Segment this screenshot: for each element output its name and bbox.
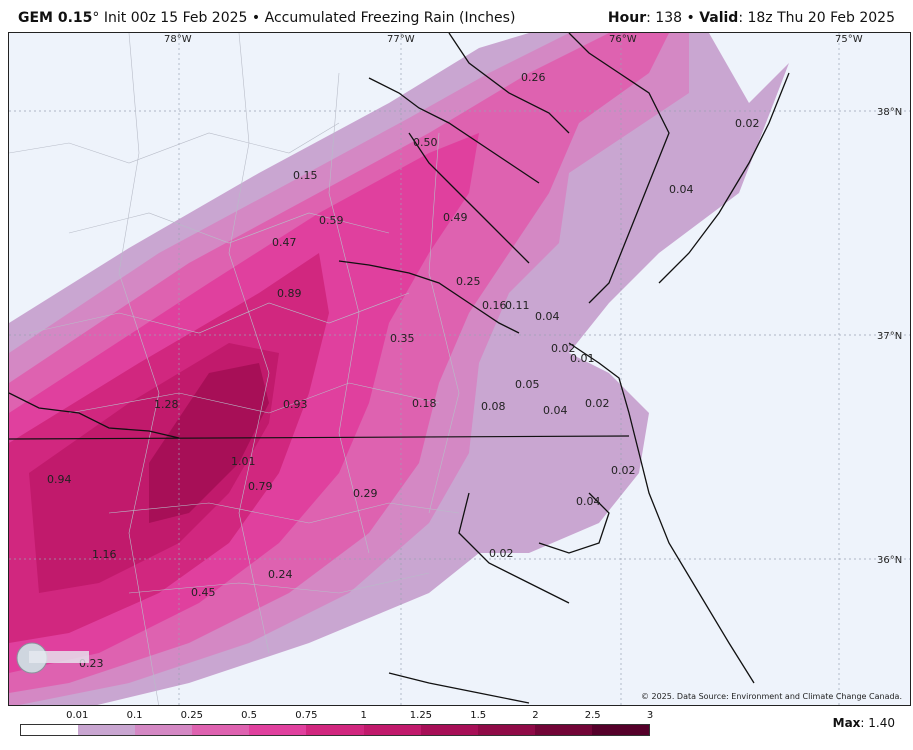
colorbar-segment: [534, 725, 592, 735]
lon-label: 77°W: [387, 34, 415, 45]
value-label: 0.45: [191, 586, 216, 599]
weatherbell-logo: [15, 641, 93, 675]
value-label: 0.01: [570, 352, 595, 365]
valid-label: Valid: [699, 10, 739, 26]
valid-value: : 18z Thu 20 Feb 2025: [738, 10, 895, 26]
max-value: Max: 1.40: [833, 716, 895, 730]
value-label: 0.08: [481, 400, 506, 413]
value-label: 0.24: [268, 568, 293, 581]
colorbar-segment: [135, 725, 193, 735]
value-label: 0.11: [505, 299, 530, 312]
value-label: 0.49: [443, 211, 468, 224]
colorbar-legend: 0.01 0.1 0.25 0.5 0.75 1 1.25 1.5 2 2.5 3: [20, 710, 670, 740]
value-label: 0.94: [47, 473, 72, 486]
value-label: 0.79: [248, 480, 273, 493]
hour-value: : 138: [646, 10, 683, 26]
lat-label: 37°N: [877, 331, 902, 342]
data-credit: © 2025. Data Source: Environment and Cli…: [640, 692, 902, 701]
colorbar-tick-label: 1.25: [409, 710, 433, 721]
colorbar-segment: [249, 725, 307, 735]
map-panel: 78°W 77°W 76°W 75°W 38°N 37°N 36°N 0.26 …: [8, 32, 911, 706]
value-label: 0.89: [277, 287, 302, 300]
colorbar-tick-label: 1.5: [470, 710, 487, 721]
value-label: 0.04: [535, 310, 560, 323]
value-label: 0.25: [456, 275, 481, 288]
model-name: GEM 0.15: [18, 10, 93, 26]
max-number: : 1.40: [860, 716, 895, 730]
colorbar: [20, 724, 650, 736]
colorbar-tick-label: 0.5: [241, 710, 258, 721]
value-label: 0.50: [413, 136, 438, 149]
colorbar-segment: [21, 725, 79, 735]
value-label: 0.29: [353, 487, 378, 500]
colorbar-segment: [363, 725, 421, 735]
state-border: [9, 435, 630, 440]
value-label: 0.02: [611, 464, 636, 477]
lat-label: 36°N: [877, 555, 902, 566]
colorbar-tick-label: 3: [646, 710, 654, 721]
colorbar-segment: [591, 725, 650, 735]
value-label: 0.02: [489, 547, 514, 560]
value-label: 1.01: [231, 455, 256, 468]
colorbar-tick-label: 2: [532, 710, 539, 721]
graticule: [9, 33, 910, 705]
title: GEM 0.15° Init 00z 15 Feb 2025 • Accumul…: [18, 10, 515, 26]
value-label: 0.26: [521, 71, 546, 84]
value-label: 0.04: [669, 183, 694, 196]
map-canvas: 78°W 77°W 76°W 75°W 38°N 37°N 36°N 0.26 …: [9, 33, 910, 705]
value-label: 0.18: [412, 397, 437, 410]
header: GEM 0.15° Init 00z 15 Feb 2025 • Accumul…: [0, 0, 913, 32]
value-labels: 0.26 0.50 0.02 0.04 0.15 0.59 0.49 0.47 …: [47, 71, 760, 670]
colorbar-tick-label: 0.75: [295, 710, 318, 721]
colorbar-tick-label: 0.25: [180, 710, 203, 721]
colorbar-tick-label: 0.01: [66, 710, 89, 721]
value-label: 0.59: [319, 214, 344, 227]
value-label: 0.15: [293, 169, 318, 182]
colorbar-segment: [477, 725, 535, 735]
value-label: 0.35: [390, 332, 415, 345]
lon-label: 75°W: [835, 34, 863, 45]
value-label: 0.16: [482, 299, 507, 312]
value-label: 0.04: [576, 495, 601, 508]
colorbar-tick-label: 0.1: [126, 710, 143, 721]
colorbar-segment: [306, 725, 364, 735]
colorbar-tick-label: 1: [360, 710, 367, 721]
degree-symbol: °: [92, 10, 100, 26]
value-label: 0.47: [272, 236, 297, 249]
lon-label: 78°W: [164, 34, 192, 45]
value-label: 1.16: [92, 548, 117, 561]
valid-info: Hour: 138 • Valid: 18z Thu 20 Feb 2025: [608, 10, 895, 26]
value-label: 0.04: [543, 404, 568, 417]
max-label: Max: [832, 716, 861, 730]
value-label: 0.02: [551, 342, 576, 355]
value-label: 0.02: [585, 397, 610, 410]
value-label: 0.05: [515, 378, 540, 391]
colorbar-segment: [420, 725, 478, 735]
value-label: 0.93: [283, 398, 308, 411]
value-label: 1.28: [154, 398, 179, 411]
hour-label: Hour: [607, 10, 647, 26]
logo-icon: [16, 642, 89, 674]
init-time: Init 00z 15 Feb 2025: [103, 10, 248, 26]
bullet: •: [686, 10, 695, 26]
value-label: 0.02: [735, 117, 760, 130]
colorbar-segment: [192, 725, 250, 735]
lat-label: 38°N: [877, 107, 902, 118]
coastlines: [9, 33, 790, 704]
bullet: •: [251, 10, 261, 26]
product-name: Accumulated Freezing Rain (Inches): [264, 10, 516, 26]
lon-label: 76°W: [609, 34, 637, 45]
colorbar-tick-label: 2.5: [584, 710, 601, 721]
colorbar-segment: [78, 725, 136, 735]
county-lines: [9, 33, 460, 705]
